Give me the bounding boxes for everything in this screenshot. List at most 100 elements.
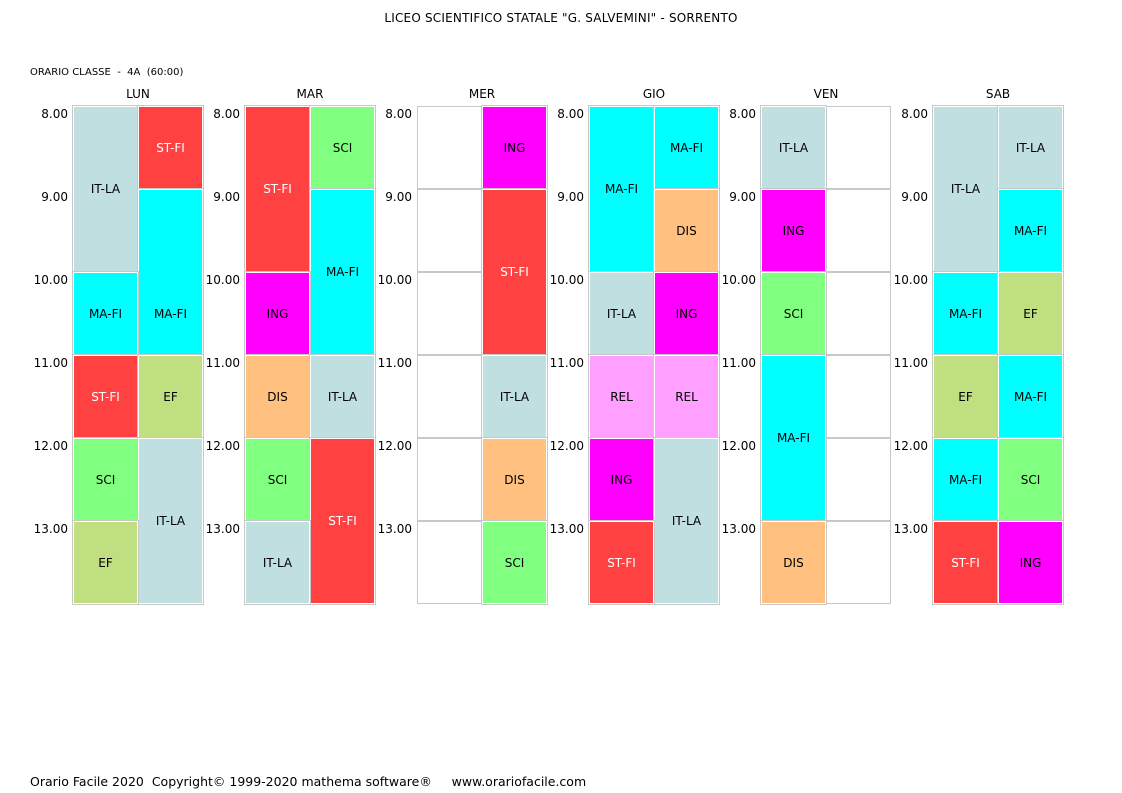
- lesson-cell: MA-FI: [588, 105, 655, 273]
- lesson-cell: MA-FI: [997, 188, 1064, 273]
- lesson-cell: SCI: [244, 437, 311, 522]
- time-label: 12.00: [377, 439, 412, 453]
- time-label: 8.00: [729, 107, 756, 121]
- time-label: 8.00: [557, 107, 584, 121]
- lesson-cell: IT-LA: [481, 354, 548, 439]
- empty-slot: [826, 355, 891, 438]
- empty-slot: [417, 521, 482, 604]
- time-label: 9.00: [385, 190, 412, 204]
- lesson-cell: MA-FI: [309, 188, 376, 356]
- empty-slot: [826, 521, 891, 604]
- time-label: 11.00: [721, 356, 756, 370]
- lesson-cell: MA-FI: [997, 354, 1064, 439]
- lesson-cell: EF: [997, 271, 1064, 356]
- empty-slot: [417, 106, 482, 189]
- time-label: 13.00: [205, 522, 240, 536]
- time-label: 8.00: [41, 107, 68, 121]
- time-label: 10.00: [205, 273, 240, 287]
- lesson-cell: SCI: [997, 437, 1064, 522]
- lesson-cell: IT-LA: [932, 105, 999, 273]
- class-subtitle: ORARIO CLASSE - 4A (60:00): [30, 67, 184, 78]
- lesson-cell: ING: [588, 437, 655, 522]
- time-label: 13.00: [33, 522, 68, 536]
- lesson-cell: ING: [760, 188, 827, 273]
- lesson-cell: SCI: [760, 271, 827, 356]
- lesson-cell: ST-FI: [309, 437, 376, 605]
- lesson-cell: DIS: [760, 520, 827, 605]
- lesson-cell: SCI: [72, 437, 139, 522]
- time-label: 10.00: [549, 273, 584, 287]
- lesson-cell: IT-LA: [244, 520, 311, 605]
- page-title: LICEO SCIENTIFICO STATALE "G. SALVEMINI"…: [384, 11, 738, 25]
- lesson-cell: MA-FI: [653, 105, 720, 190]
- time-label: 10.00: [721, 273, 756, 287]
- time-label: 11.00: [893, 356, 928, 370]
- time-label: 12.00: [549, 439, 584, 453]
- day-header-lun: LUN: [126, 87, 150, 101]
- empty-slot: [417, 355, 482, 438]
- time-label: 9.00: [41, 190, 68, 204]
- empty-slot: [826, 189, 891, 272]
- lesson-cell: ING: [481, 105, 548, 190]
- day-header-sab: SAB: [985, 87, 1011, 101]
- lesson-cell: SCI: [481, 520, 548, 605]
- empty-slot: [417, 189, 482, 272]
- lesson-cell: ING: [653, 271, 720, 356]
- lesson-cell: ST-FI: [244, 105, 311, 273]
- time-label: 10.00: [893, 273, 928, 287]
- lesson-cell: EF: [72, 520, 139, 605]
- lesson-cell: IT-LA: [309, 354, 376, 439]
- time-label: 11.00: [549, 356, 584, 370]
- lesson-cell: EF: [137, 354, 204, 439]
- footer-copyright: Orario Facile 2020 Copyright© 1999-2020 …: [30, 774, 587, 789]
- time-label: 11.00: [33, 356, 68, 370]
- empty-slot: [826, 106, 891, 189]
- time-label: 12.00: [893, 439, 928, 453]
- lesson-cell: MA-FI: [932, 437, 999, 522]
- time-label: 8.00: [385, 107, 412, 121]
- time-label: 13.00: [893, 522, 928, 536]
- time-label: 9.00: [557, 190, 584, 204]
- lesson-cell: ING: [244, 271, 311, 356]
- lesson-cell: IT-LA: [653, 437, 720, 605]
- day-header-mer: MER: [468, 87, 496, 101]
- lesson-cell: DIS: [481, 437, 548, 522]
- time-label: 11.00: [377, 356, 412, 370]
- day-header-mar: MAR: [296, 87, 324, 101]
- day-header-gio: GIO: [642, 87, 666, 101]
- lesson-cell: EF: [932, 354, 999, 439]
- lesson-cell: DIS: [244, 354, 311, 439]
- time-label: 12.00: [205, 439, 240, 453]
- day-header-ven: VEN: [813, 87, 839, 101]
- empty-slot: [417, 438, 482, 521]
- lesson-cell: IT-LA: [137, 437, 204, 605]
- empty-slot: [417, 272, 482, 355]
- lesson-cell: IT-LA: [588, 271, 655, 356]
- time-label: 9.00: [729, 190, 756, 204]
- time-label: 8.00: [213, 107, 240, 121]
- lesson-cell: DIS: [653, 188, 720, 273]
- time-label: 12.00: [33, 439, 68, 453]
- lesson-cell: MA-FI: [760, 354, 827, 522]
- lesson-cell: REL: [588, 354, 655, 439]
- time-label: 10.00: [377, 273, 412, 287]
- lesson-cell: SCI: [309, 105, 376, 190]
- time-label: 9.00: [213, 190, 240, 204]
- lesson-cell: ING: [997, 520, 1064, 605]
- time-label: 10.00: [33, 273, 68, 287]
- time-label: 12.00: [721, 439, 756, 453]
- time-label: 8.00: [901, 107, 928, 121]
- lesson-cell: REL: [653, 354, 720, 439]
- lesson-cell: ST-FI: [137, 105, 204, 190]
- lesson-cell: MA-FI: [932, 271, 999, 356]
- lesson-cell: IT-LA: [997, 105, 1064, 190]
- time-label: 9.00: [901, 190, 928, 204]
- time-label: 13.00: [549, 522, 584, 536]
- lesson-cell: ST-FI: [72, 354, 139, 439]
- lesson-cell: ST-FI: [481, 188, 548, 356]
- empty-slot: [826, 438, 891, 521]
- time-label: 13.00: [377, 522, 412, 536]
- time-label: 13.00: [721, 522, 756, 536]
- time-label: 11.00: [205, 356, 240, 370]
- lesson-cell: MA-FI: [72, 271, 139, 356]
